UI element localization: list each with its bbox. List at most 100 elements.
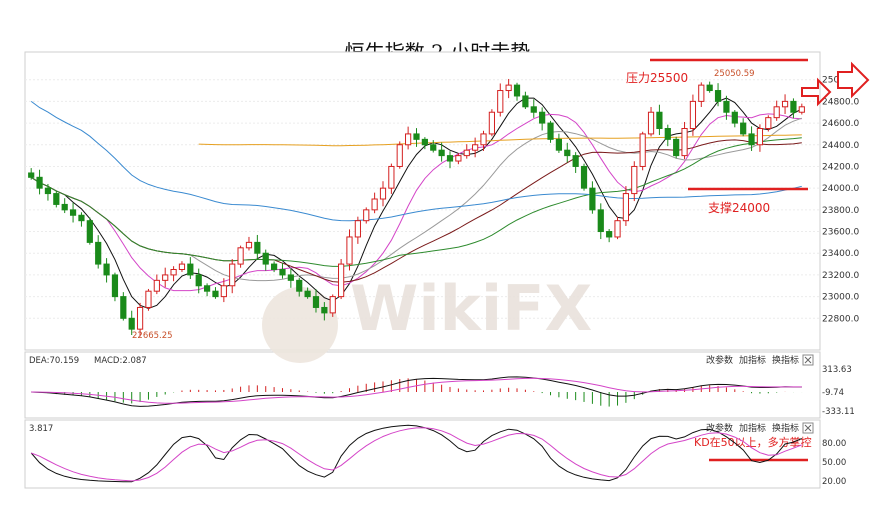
macd-close-icon[interactable]: [802, 354, 814, 366]
macd-change-params-button[interactable]: 改参数: [706, 354, 733, 366]
candle-down: [95, 241, 102, 265]
candle-down: [36, 176, 43, 189]
candle-down: [195, 274, 202, 287]
candle-down: [513, 84, 521, 97]
candle-down: [321, 306, 328, 314]
candle-down: [731, 111, 738, 124]
price-axis: 25000.024800.024600.024400.024200.024000…: [822, 76, 859, 325]
candle-up: [798, 106, 805, 113]
candle-down: [271, 263, 278, 271]
candle-up: [329, 296, 336, 314]
candle-down: [128, 317, 135, 330]
candle-down: [706, 84, 713, 92]
candle-down: [580, 165, 588, 189]
candle-up: [363, 209, 370, 222]
grid-lines: [25, 79, 820, 319]
candle-down: [446, 155, 454, 162]
kd-tick-20: 20.00: [822, 477, 846, 487]
kd-note: KD在50以上，多方掌控: [694, 435, 812, 449]
candle-up: [388, 165, 395, 189]
kd-switch-indicator-button[interactable]: 换指标: [772, 422, 799, 434]
candle-down: [522, 95, 529, 108]
candle-up: [463, 149, 470, 157]
candle-down: [564, 149, 571, 157]
price-tick-label: 23800.0: [822, 206, 859, 216]
candle-up: [756, 128, 764, 146]
candle-down: [597, 209, 604, 233]
candle-up: [505, 84, 512, 92]
candle-down: [120, 296, 127, 319]
candle-up: [136, 306, 144, 330]
candle-up: [346, 236, 353, 265]
candle-down: [723, 100, 730, 113]
candle-down: [304, 290, 311, 298]
price-tick-label: 24000.0: [822, 184, 859, 194]
candle-down: [53, 193, 60, 205]
kd-tick-80: 80.00: [822, 439, 846, 449]
price-tick-label: 23400.0: [822, 249, 859, 259]
ma60-line: [30, 137, 802, 267]
candle-up: [681, 128, 688, 157]
macd-tick-mid: -9.74: [822, 388, 844, 398]
resistance-label: 压力25500: [626, 71, 688, 85]
candle-up: [245, 241, 253, 249]
candle-down: [28, 172, 35, 178]
candle-up: [472, 144, 479, 151]
macd-dif-line: [31, 376, 802, 407]
kd-add-indicator-button[interactable]: 加指标: [739, 422, 766, 434]
ma250-line: [198, 134, 802, 147]
candle-up: [379, 187, 387, 200]
macd-add-indicator-button[interactable]: 加指标: [739, 354, 766, 366]
kd-tick-50: 50.00: [822, 458, 846, 468]
candle-up: [698, 84, 705, 102]
candle-down: [212, 290, 219, 298]
ma5-line: [30, 97, 803, 310]
kd-lines: [30, 424, 802, 483]
candle-up: [371, 198, 378, 211]
macd-tick-bottom: -333.11: [822, 407, 855, 417]
price-tick-label: 24200.0: [822, 162, 859, 172]
candle-up: [497, 90, 504, 113]
candle-down: [606, 231, 613, 238]
candle-down: [103, 263, 110, 276]
kd-panel: [24, 419, 821, 489]
candle-up: [178, 263, 186, 271]
candle-down: [656, 111, 663, 129]
candle-up: [162, 274, 169, 281]
candle-up: [622, 193, 630, 222]
candle-up: [773, 106, 780, 119]
dea-label: DEA:70.159: [29, 356, 79, 366]
price-tick-label: 22800.0: [822, 314, 859, 324]
svg-text:WikiFX: WikiFX: [350, 272, 592, 345]
candle-up: [396, 144, 403, 167]
candle-down: [572, 155, 579, 167]
candle-up: [488, 111, 495, 135]
candle-down: [547, 122, 554, 140]
candle-down: [287, 274, 294, 281]
kd-change-params-button[interactable]: 改参数: [706, 422, 733, 434]
arrow-icon: [801, 77, 832, 107]
candle-up: [614, 220, 621, 238]
candle-down: [187, 263, 194, 276]
kd-d-line: [31, 427, 802, 482]
candle-up: [237, 247, 244, 265]
candle-up: [145, 290, 152, 308]
macd-switch-indicator-button[interactable]: 换指标: [772, 354, 799, 366]
price-tick-label: 23000.0: [822, 293, 859, 303]
low-value-label: 22665.25: [132, 331, 173, 341]
candle-up: [689, 100, 697, 129]
candle-up: [153, 279, 160, 292]
high-value-label: 25050.59: [714, 69, 755, 79]
support-label: 支撑24000: [708, 200, 770, 215]
candle-up: [781, 100, 789, 108]
kd-close-icon[interactable]: [802, 422, 814, 434]
candle-down: [530, 106, 537, 113]
price-tick-label: 24600.0: [822, 119, 859, 129]
candle-up: [647, 111, 655, 135]
candle-down: [421, 138, 428, 146]
candle-up: [765, 117, 772, 130]
candlesticks: [28, 78, 805, 337]
candle-down: [203, 285, 211, 292]
candle-down: [61, 203, 68, 211]
candle-up: [405, 133, 412, 146]
